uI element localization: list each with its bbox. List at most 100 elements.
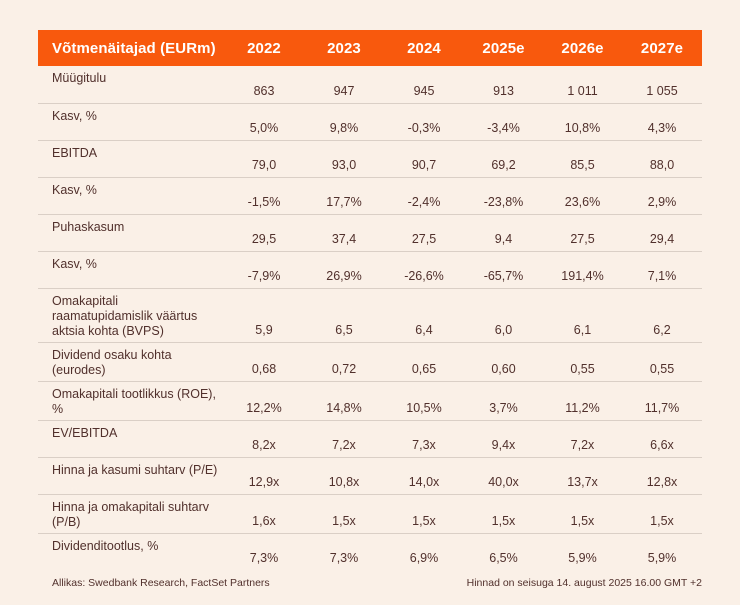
row-value: 14,0x xyxy=(384,457,464,495)
row-label: Omakapitali tootlikkus (ROE), % xyxy=(38,381,224,421)
row-value: 26,9% xyxy=(304,251,384,289)
row-value: 947 xyxy=(304,66,384,104)
row-value: 37,4 xyxy=(304,214,384,252)
row-value: 14,8% xyxy=(304,381,384,421)
row-value: 0,65 xyxy=(384,342,464,382)
row-value: 3,7% xyxy=(464,381,543,421)
row-value: 6,0 xyxy=(464,288,543,343)
row-value: -65,7% xyxy=(464,251,543,289)
report-table-section: Võtmenäitajad (EURm) 2022 2023 2024 2025… xyxy=(38,30,702,589)
year-column-header-2022: 2022 xyxy=(224,30,304,66)
row-value: 6,2 xyxy=(622,288,702,343)
row-value: 7,3% xyxy=(249,551,279,565)
row-value: 0,68 xyxy=(224,342,304,382)
row-value: 6,5% xyxy=(489,551,518,565)
row-value: 9,4x xyxy=(464,420,543,458)
table-row: Omakapitali raamatupidamislik väärtus ak… xyxy=(38,288,702,343)
row-label: EV/EBITDA xyxy=(38,420,224,458)
row-value: 6,1 xyxy=(543,288,622,343)
row-value: 1,5x xyxy=(304,494,384,534)
row-value: 0,55 xyxy=(543,342,622,382)
row-value: 23,6% xyxy=(543,177,622,215)
row-value: 9,8% xyxy=(304,103,384,141)
row-label: Kasv, % xyxy=(38,177,224,215)
row-value: -26,6% xyxy=(384,251,464,289)
row-value: 4,3% xyxy=(622,103,702,141)
row-value: -3,4% xyxy=(464,103,543,141)
row-value: 1,5x xyxy=(464,494,543,534)
row-value: 88,0 xyxy=(622,140,702,178)
row-value: 11,7% xyxy=(622,381,702,421)
row-value: -1,5% xyxy=(224,177,304,215)
row-value: 1,5x xyxy=(543,494,622,534)
row-value: 7,2x xyxy=(304,420,384,458)
row-value: 85,5 xyxy=(543,140,622,178)
table-row: Dividenditootlus, % 7,3% 7,3% 6,9% 6,5% 5,9% 5… xyxy=(38,533,702,570)
table-row: Kasv, % -7,9% 26,9% -26,6% -65,7% 191,4% 7,1% xyxy=(38,251,702,289)
table-row: Dividend osaku kohta (eurodes) 0,68 0,72 0,… xyxy=(38,342,702,382)
key-indicators-table: Võtmenäitajad (EURm) 2022 2023 2024 2025… xyxy=(38,30,702,570)
row-value: 11,2% xyxy=(543,381,622,421)
row-label: Omakapitali raamatupidamislik väärtus ak… xyxy=(38,288,224,343)
row-label: Dividend osaku kohta (eurodes) xyxy=(38,342,224,382)
row-value: 1 011 xyxy=(543,66,622,104)
table-row: Kasv, % -1,5% 17,7% -2,4% -23,8% 23,6% 2,9% xyxy=(38,177,702,215)
row-value: 12,8x xyxy=(622,457,702,495)
row-label: Kasv, % xyxy=(38,103,224,141)
row-value: 6,6x xyxy=(622,420,702,458)
row-value: 0,60 xyxy=(464,342,543,382)
table-header-row: Võtmenäitajad (EURm) 2022 2023 2024 2025… xyxy=(38,30,702,66)
table-row: Kasv, % 5,0% 9,8% -0,3% -3,4% 10,8% 4,3% xyxy=(38,103,702,141)
table-row: Hinna ja kasumi suhtarv (P/E) 12,9x 10,8x 1… xyxy=(38,457,702,495)
price-date-note: Hinnad on seisuga 14. august 2025 16.00 … xyxy=(466,577,702,589)
row-value: 863 xyxy=(224,66,304,104)
row-label: Kasv, % xyxy=(38,251,224,289)
row-value: 6,4 xyxy=(384,288,464,343)
row-label: Hinna ja kasumi suhtarv (P/E) xyxy=(38,457,224,495)
row-value: 1,5x xyxy=(384,494,464,534)
row-value: -0,3% xyxy=(384,103,464,141)
year-column-header-2023: 2023 xyxy=(304,30,384,66)
row-value: 27,5 xyxy=(543,214,622,252)
row-value: 945 xyxy=(384,66,464,104)
row-value: 29,4 xyxy=(622,214,702,252)
row-value: 1,5x xyxy=(622,494,702,534)
row-value: 1 055 xyxy=(622,66,702,104)
row-value: 29,5 xyxy=(224,214,304,252)
row-value: 5,9% xyxy=(647,551,677,565)
row-value: 10,5% xyxy=(384,381,464,421)
row-value: 12,9x xyxy=(224,457,304,495)
row-value: 0,55 xyxy=(622,342,702,382)
row-value: 5,9% xyxy=(568,551,597,565)
table-title: Võtmenäitajad (EURm) xyxy=(38,30,224,66)
row-label: EBITDA xyxy=(38,140,224,178)
row-value: 90,7 xyxy=(384,140,464,178)
row-value: 7,2x xyxy=(543,420,622,458)
year-column-header-2025e: 2025e xyxy=(464,30,543,66)
row-value: 191,4% xyxy=(543,251,622,289)
row-value: 913 xyxy=(464,66,543,104)
table-row: EV/EBITDA 8,2x 7,2x 7,3x 9,4x 7,2x 6,6x xyxy=(38,420,702,458)
row-value: 12,2% xyxy=(224,381,304,421)
row-value: -7,9% xyxy=(224,251,304,289)
row-value: 9,4 xyxy=(464,214,543,252)
row-value: 10,8x xyxy=(304,457,384,495)
row-value: 93,0 xyxy=(304,140,384,178)
row-value: 10,8% xyxy=(543,103,622,141)
row-value: 8,2x xyxy=(224,420,304,458)
row-value: -2,4% xyxy=(384,177,464,215)
row-value: -23,8% xyxy=(464,177,543,215)
row-value: 13,7x xyxy=(543,457,622,495)
table-body: Müügitulu 863 947 945 913 1 011 1 055 Kasv, % 5,… xyxy=(38,66,702,570)
table-row: EBITDA 79,0 93,0 90,7 69,2 85,5 88,0 xyxy=(38,140,702,178)
row-value: 17,7% xyxy=(304,177,384,215)
row-value: 0,72 xyxy=(304,342,384,382)
row-label: Hinna ja omakapitali suhtarv (P/B) xyxy=(38,494,224,534)
row-value: 40,0x xyxy=(464,457,543,495)
row-label: Müügitulu xyxy=(38,66,224,104)
row-value: 79,0 xyxy=(224,140,304,178)
row-value: 7,1% xyxy=(622,251,702,289)
row-value: 5,0% xyxy=(224,103,304,141)
year-column-header-2026e: 2026e xyxy=(543,30,622,66)
row-value: 7,3% xyxy=(329,551,359,565)
